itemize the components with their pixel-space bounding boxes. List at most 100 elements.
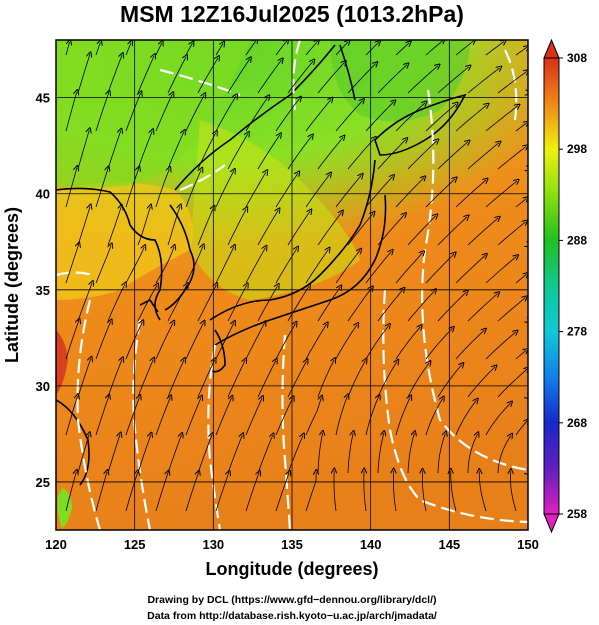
streamline	[167, 206, 180, 246]
streamline	[305, 249, 329, 284]
manchuria-green-zone	[56, 40, 250, 188]
streamline	[107, 131, 121, 170]
streamline	[155, 43, 162, 56]
colorbar-scale	[543, 57, 560, 515]
streamline	[497, 222, 526, 246]
lat-ticks: 25 30 35 40 45	[36, 91, 50, 490]
streamline	[125, 247, 144, 284]
streamline	[167, 132, 184, 170]
streamline	[347, 361, 366, 398]
streamline	[305, 472, 316, 512]
streamline	[185, 170, 201, 208]
streamline	[107, 207, 121, 246]
streamline	[377, 140, 406, 170]
streamline	[347, 433, 353, 474]
lon-tick-label: 145	[438, 537, 460, 552]
streamline	[395, 103, 425, 132]
colorbar: 258 268 278 288 298 308	[543, 38, 587, 534]
streamline	[485, 42, 504, 56]
streamline	[377, 215, 405, 246]
streamline	[77, 206, 90, 246]
lon-tick-label: 135	[281, 537, 303, 552]
streamline	[167, 360, 184, 398]
colorbar-tick-label: 258	[567, 507, 587, 521]
streamline	[257, 286, 278, 322]
streamline	[227, 435, 242, 474]
streamline	[364, 471, 366, 512]
streamline	[395, 43, 409, 56]
streamline	[77, 130, 89, 170]
lat-tick-label: 30	[36, 379, 50, 394]
streamline	[137, 285, 157, 322]
streamline	[365, 326, 389, 360]
korea-warm-zone	[56, 182, 193, 300]
streamline	[335, 42, 348, 56]
streamline	[479, 471, 487, 512]
streamline	[347, 288, 372, 322]
streamline	[125, 43, 131, 56]
streamline	[227, 59, 250, 94]
streamline	[305, 41, 318, 56]
streamline	[227, 209, 246, 246]
streamline	[257, 210, 278, 246]
streamline	[215, 96, 236, 132]
streamline	[467, 434, 478, 474]
streamline	[185, 95, 204, 132]
streamline	[497, 71, 527, 94]
streamline	[317, 62, 345, 94]
streamline	[515, 199, 527, 208]
streamline	[305, 398, 321, 436]
korea-peninsula-coast	[164, 204, 195, 311]
streamline	[95, 93, 109, 132]
streamline	[347, 213, 373, 246]
streamline	[155, 397, 170, 436]
lon-tick-label: 140	[360, 537, 382, 552]
streamline	[335, 396, 347, 436]
streamline	[377, 289, 403, 322]
colorbar-tick-label: 298	[567, 142, 587, 156]
fujian-coast	[56, 399, 90, 486]
streamline	[365, 251, 391, 284]
streamline	[377, 433, 384, 474]
streamline	[77, 359, 91, 398]
streamline	[95, 472, 107, 512]
colorbar-max-arrow	[543, 38, 560, 59]
lat-lon-grid	[56, 40, 528, 530]
streamline	[425, 398, 443, 436]
streamline	[197, 58, 218, 94]
streamline	[125, 397, 140, 436]
sakhalin-coast	[339, 44, 356, 101]
streamline	[377, 65, 407, 94]
streamline	[245, 323, 265, 360]
streamline	[65, 168, 77, 208]
streamline	[215, 44, 223, 56]
taiwan-cool-spot	[57, 488, 72, 528]
streamline	[515, 274, 526, 284]
streamline	[515, 123, 527, 132]
streamline	[455, 330, 484, 360]
streamline	[227, 134, 248, 170]
streamline	[515, 350, 526, 360]
streamline	[467, 367, 495, 398]
streamline	[395, 178, 424, 208]
streamline	[467, 68, 500, 94]
streamline	[167, 57, 186, 94]
streamline	[197, 360, 215, 398]
streamline	[407, 433, 415, 474]
hokkaido-coast	[374, 93, 467, 156]
streamline	[407, 141, 437, 170]
streamline	[125, 169, 139, 208]
streamline	[137, 360, 153, 398]
colorbar-tick-label: 288	[567, 233, 587, 247]
streamline	[407, 66, 438, 94]
streamline	[485, 106, 518, 132]
streamline	[215, 398, 232, 436]
streamline	[107, 434, 120, 474]
chart-title: MSM 12Z16Jul2025 (1013.2hPa)	[120, 1, 464, 27]
streamline	[395, 327, 420, 360]
lat-tick-label: 25	[36, 475, 50, 490]
streamline	[395, 253, 423, 284]
colorbar-ticks: 258 268 278 288 298 308	[559, 51, 587, 521]
jeju-coast	[139, 298, 159, 313]
streamline	[257, 135, 280, 170]
